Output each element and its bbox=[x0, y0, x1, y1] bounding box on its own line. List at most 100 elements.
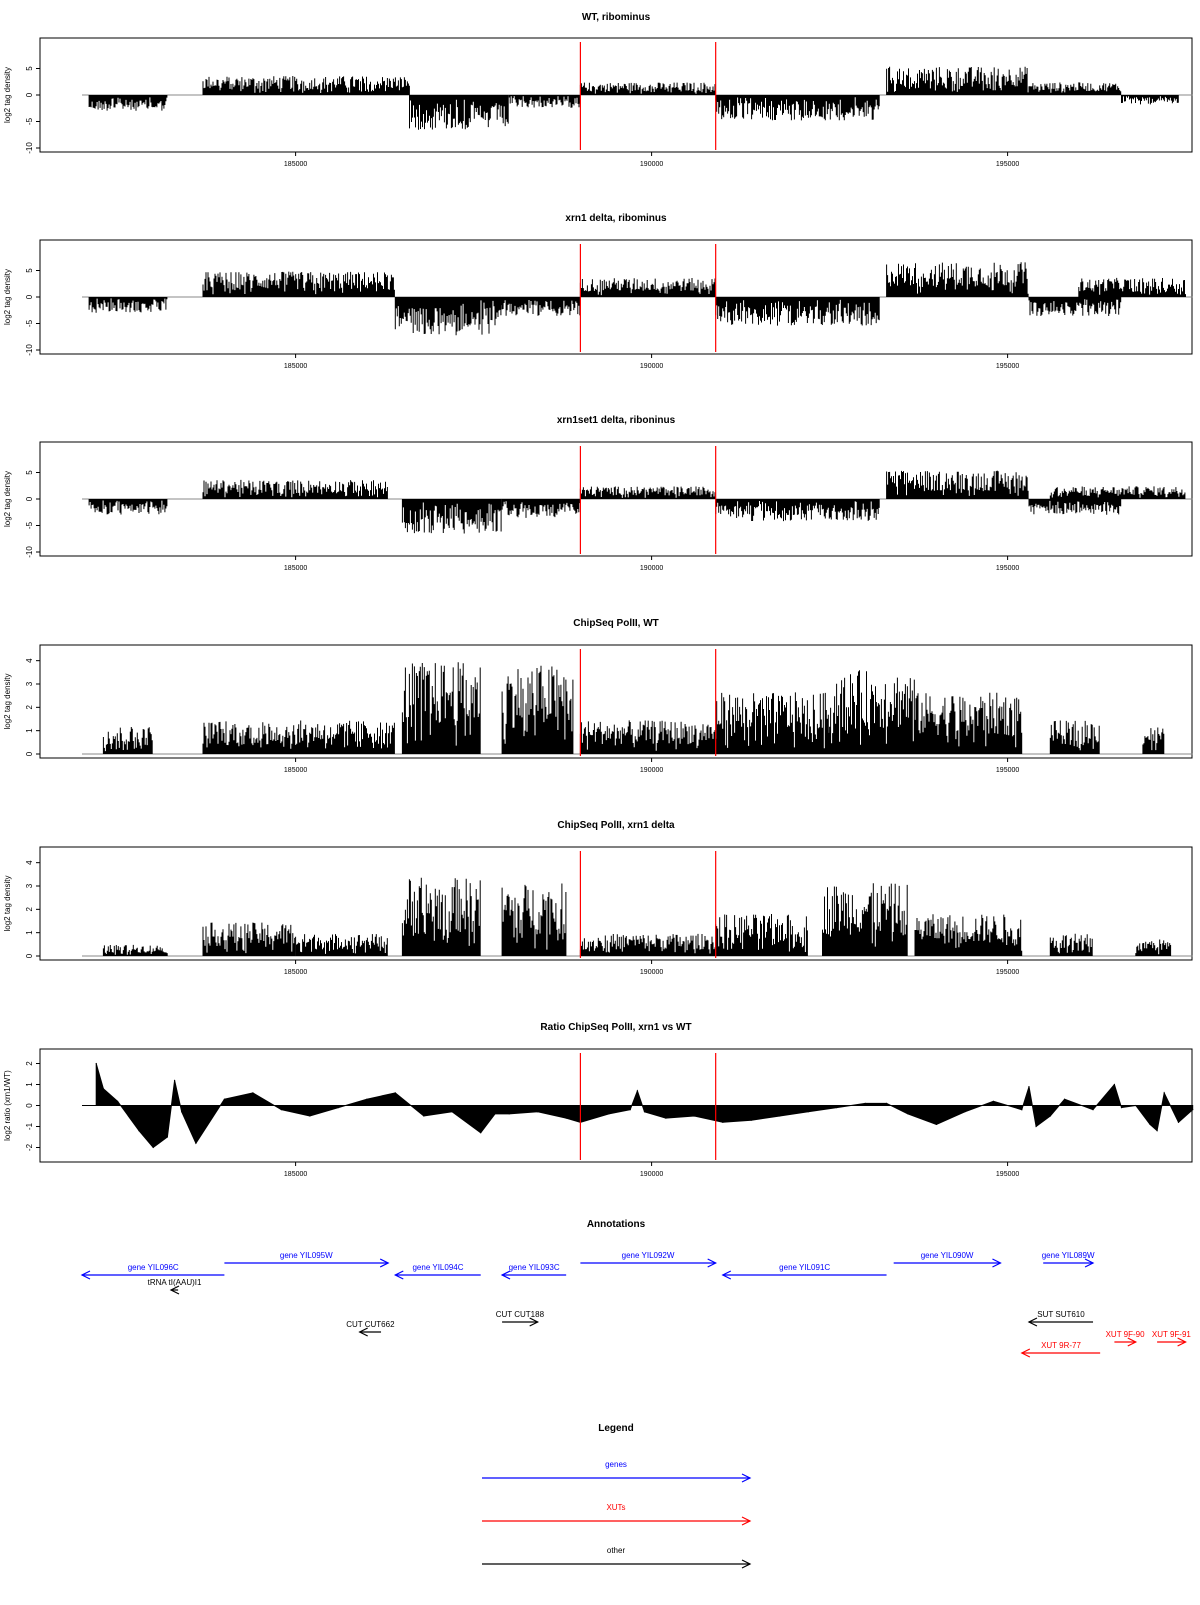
signal-bar-cluster bbox=[886, 470, 1029, 499]
signal-bar-cluster bbox=[88, 95, 168, 111]
x-tick-label: 195000 bbox=[996, 565, 1019, 572]
signal-bar-cluster bbox=[1049, 720, 1100, 754]
signal-segment-5 bbox=[579, 82, 716, 95]
annotation-feature: gene YIL094C bbox=[393, 1263, 481, 1280]
legend-item: other bbox=[482, 1546, 752, 1569]
ratio-point bbox=[807, 1111, 809, 1113]
signal-segment-6 bbox=[715, 692, 830, 754]
ratio-point bbox=[1149, 1123, 1151, 1125]
ratio-point bbox=[643, 1111, 646, 1113]
ratio-point bbox=[992, 1100, 994, 1102]
signal-segment-5 bbox=[579, 720, 716, 754]
ratio-point bbox=[394, 1092, 396, 1094]
arrowhead-icon bbox=[393, 1270, 404, 1280]
annotation-feature: gene YIL092W bbox=[580, 1251, 718, 1268]
ratio-point bbox=[152, 1146, 154, 1149]
signal-segment-6 bbox=[715, 297, 880, 326]
signal-bar-cluster bbox=[102, 727, 153, 754]
ratio-point bbox=[1192, 1109, 1194, 1111]
ratio-point bbox=[935, 1123, 938, 1125]
x-tick-label: 185000 bbox=[284, 363, 307, 370]
signal-bar-cluster bbox=[914, 692, 1023, 754]
y-tick-label: 2 bbox=[25, 1061, 34, 1066]
feature-label: tRNA tI(AAU)I1 bbox=[148, 1278, 202, 1287]
signal-bar-cluster bbox=[914, 914, 1023, 956]
signal-segment-9 bbox=[1049, 720, 1100, 754]
signal-segment-8 bbox=[1028, 82, 1122, 95]
x-tick-label: 190000 bbox=[640, 565, 663, 572]
signal-segment-2 bbox=[202, 271, 395, 297]
ratio-point bbox=[750, 1119, 752, 1121]
signal-segment-4 bbox=[501, 665, 574, 754]
ratio-point bbox=[907, 1113, 909, 1115]
annotation-feature: SUT SUT610 bbox=[1027, 1310, 1094, 1327]
y-tick-label: 0 bbox=[25, 92, 34, 97]
ratio-point bbox=[693, 1115, 695, 1117]
ratio-point bbox=[836, 1107, 838, 1109]
y-tick-label: -5 bbox=[25, 117, 34, 125]
x-tick-label: 185000 bbox=[284, 969, 307, 976]
legend-item: XUTs bbox=[482, 1503, 752, 1526]
signal-segment-1 bbox=[88, 499, 168, 515]
x-tick-label: 195000 bbox=[996, 1171, 1019, 1178]
ratio-point bbox=[195, 1142, 197, 1144]
signal-segment-8 bbox=[822, 883, 908, 956]
signal-bars bbox=[102, 877, 1172, 956]
arrowhead-icon bbox=[1027, 1317, 1038, 1327]
signal-bar-cluster bbox=[202, 479, 388, 499]
signal-segment-1 bbox=[88, 297, 168, 313]
signal-bar-cluster bbox=[579, 933, 716, 956]
signal-bar-cluster bbox=[715, 692, 830, 754]
ratio-point bbox=[629, 1109, 631, 1111]
signal-segment-8 bbox=[1028, 297, 1122, 316]
ratio-point bbox=[1177, 1121, 1180, 1123]
signal-segment-8 bbox=[914, 692, 1023, 754]
ratio-point bbox=[423, 1115, 425, 1117]
y-tick-label: 0 bbox=[25, 496, 34, 501]
signal-segment-9 bbox=[1121, 95, 1179, 105]
annotation-feature: gene YIL096C bbox=[80, 1263, 225, 1280]
y-axis-label: log2 tag density bbox=[3, 673, 12, 729]
y-tick-label: 5 bbox=[25, 66, 34, 71]
x-tick-label: 195000 bbox=[996, 161, 1019, 168]
y-tick-label: -10 bbox=[25, 546, 34, 558]
signal-bar-cluster bbox=[886, 262, 1029, 297]
signal-bar-cluster bbox=[822, 883, 908, 956]
annotation-feature: gene YIL091C bbox=[721, 1263, 887, 1280]
signal-bar-cluster bbox=[88, 499, 168, 515]
signal-segment-7 bbox=[886, 470, 1029, 499]
plot-frame bbox=[39, 644, 1193, 759]
x-tick-label: 185000 bbox=[284, 565, 307, 572]
x-tick-label: 195000 bbox=[996, 969, 1019, 976]
signal-bar-cluster bbox=[202, 922, 296, 956]
x-tick-label: 190000 bbox=[640, 363, 663, 370]
x-tick-label: 195000 bbox=[996, 767, 1019, 774]
signal-bar-cluster bbox=[401, 662, 481, 754]
signal-segment-4 bbox=[508, 95, 581, 108]
x-tick-label: 190000 bbox=[640, 161, 663, 168]
signal-bar-cluster bbox=[508, 95, 581, 108]
signal-bar-cluster bbox=[1049, 486, 1186, 499]
arrowhead-icon bbox=[169, 1285, 180, 1295]
ratio-area bbox=[95, 1063, 1194, 1149]
signal-bar-cluster bbox=[715, 95, 880, 121]
signal-bar-cluster bbox=[501, 499, 581, 518]
arrowhead-icon bbox=[741, 1473, 752, 1483]
signal-bars bbox=[102, 662, 1165, 754]
x-tick-label: 190000 bbox=[640, 1171, 663, 1178]
signal-segment-8 bbox=[1028, 499, 1122, 515]
ratio-point bbox=[181, 1111, 183, 1113]
legend-item: genes bbox=[482, 1460, 752, 1483]
signal-bar-cluster bbox=[579, 82, 716, 95]
feature-label: CUT CUT188 bbox=[496, 1310, 545, 1319]
y-tick-label: 0 bbox=[25, 751, 34, 756]
signal-bar-cluster bbox=[394, 297, 503, 336]
ratio-point bbox=[494, 1113, 496, 1115]
signal-segment-3 bbox=[409, 95, 509, 130]
chart-panel-4: ChipSeq PolII, WT log2 tag density 0 1 2 3 4 18… bbox=[3, 618, 1193, 774]
ratio-point bbox=[1063, 1098, 1066, 1100]
ratio-point bbox=[722, 1121, 724, 1123]
x-tick-label: 190000 bbox=[640, 767, 663, 774]
y-tick-label: 5 bbox=[25, 470, 34, 475]
